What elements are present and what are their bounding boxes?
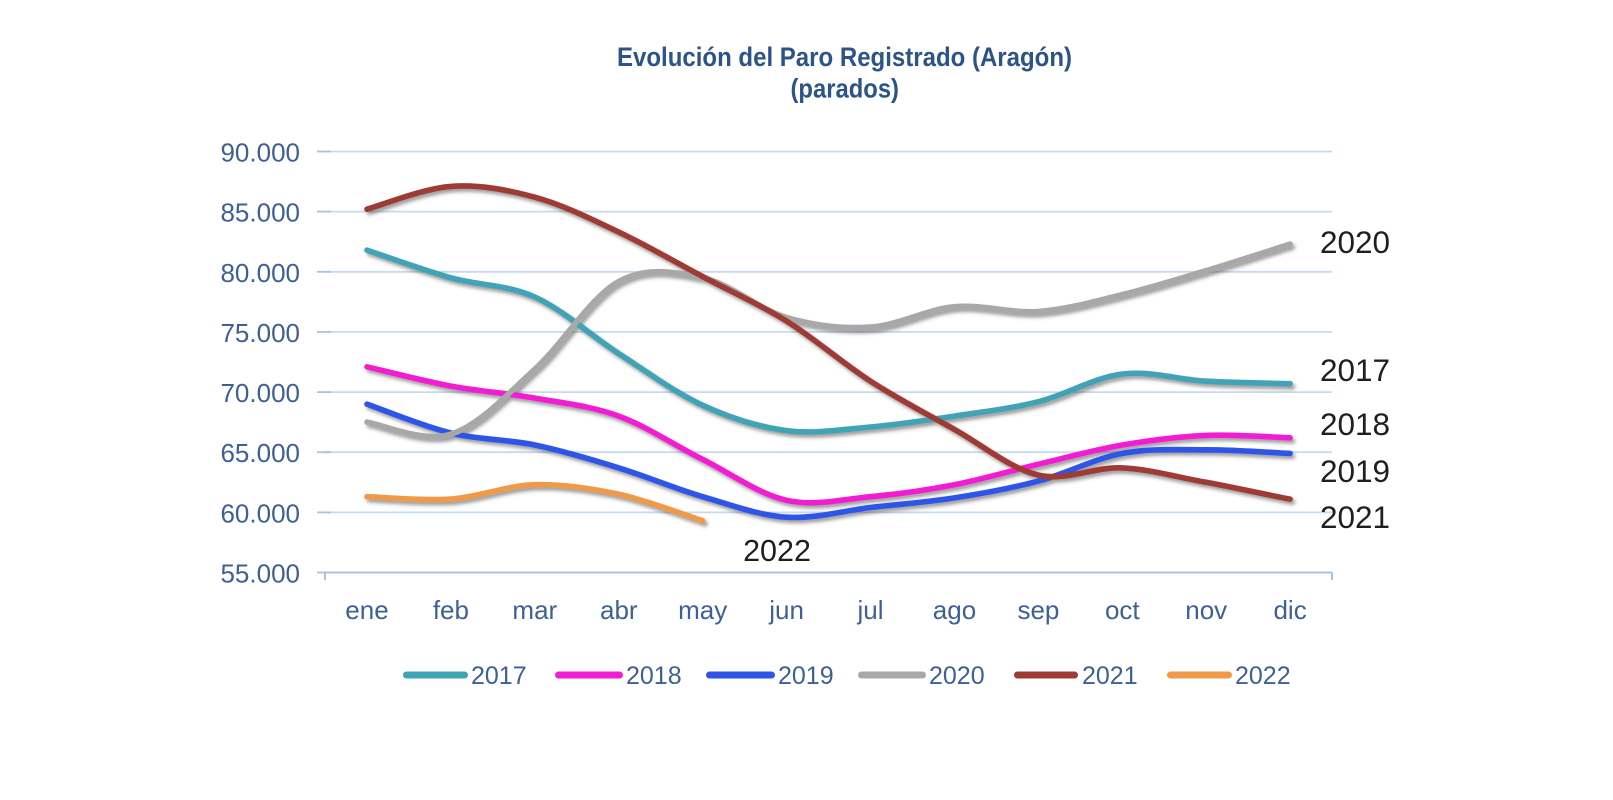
svg-text:70.000: 70.000 [220,378,300,408]
svg-text:mar: mar [512,595,557,625]
svg-text:85.000: 85.000 [220,198,300,228]
svg-text:sep: sep [1017,595,1059,625]
svg-text:90.000: 90.000 [220,138,300,168]
svg-text:65.000: 65.000 [220,438,300,468]
svg-text:nov: nov [1185,595,1227,625]
svg-text:2017: 2017 [1320,352,1390,388]
svg-text:2018: 2018 [626,662,682,690]
svg-text:2017: 2017 [471,662,527,690]
svg-text:oct: oct [1105,595,1140,625]
svg-text:ago: ago [933,595,976,625]
svg-text:55.000: 55.000 [220,559,300,589]
svg-text:2019: 2019 [1320,453,1390,489]
svg-text:2021: 2021 [1082,662,1138,690]
svg-text:feb: feb [433,595,469,625]
svg-text:2020: 2020 [1320,224,1390,260]
svg-text:dic: dic [1273,595,1306,625]
svg-text:2022: 2022 [743,534,811,568]
svg-text:2021: 2021 [1320,499,1390,535]
svg-text:2022: 2022 [1235,662,1291,690]
svg-text:60.000: 60.000 [220,498,300,528]
svg-text:(parados): (parados) [791,74,900,104]
svg-text:jun: jun [768,595,804,625]
svg-text:jul: jul [856,595,883,625]
svg-text:2018: 2018 [1320,406,1390,442]
svg-text:2019: 2019 [778,662,834,690]
svg-text:Evolución del Paro Registrado: Evolución del Paro Registrado (Aragón) [617,42,1072,72]
svg-text:ene: ene [345,595,388,625]
svg-text:may: may [678,595,727,625]
svg-text:75.000: 75.000 [220,318,300,348]
svg-text:2020: 2020 [929,662,985,690]
svg-text:abr: abr [600,595,638,625]
svg-text:80.000: 80.000 [220,258,300,288]
